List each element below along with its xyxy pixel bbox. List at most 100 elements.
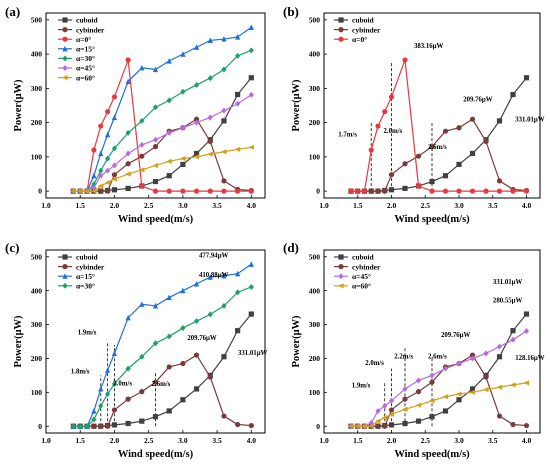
data-point	[111, 187, 118, 193]
series-cybinder	[348, 116, 530, 194]
data-point	[510, 188, 516, 194]
data-point	[248, 144, 254, 150]
x-tick-label: 2.0	[110, 201, 120, 210]
data-point	[193, 150, 200, 157]
series-α=60°	[348, 380, 530, 429]
data-point	[388, 94, 395, 100]
data-point	[152, 379, 159, 385]
data-point	[510, 328, 516, 334]
x-axis-label: Wind speed(m/s)	[394, 449, 470, 460]
x-tick-label: 4.0	[247, 436, 257, 445]
data-point	[469, 352, 476, 358]
data-point	[221, 188, 227, 194]
data-point	[483, 374, 489, 380]
data-point	[523, 311, 530, 317]
data-point	[207, 138, 213, 145]
data-point	[193, 81, 200, 88]
data-point	[221, 272, 227, 279]
data-point	[98, 188, 104, 194]
data-point	[388, 422, 395, 428]
data-point	[104, 423, 111, 429]
data-point	[180, 161, 186, 168]
x-axis-label: Wind speed(m/s)	[118, 214, 194, 225]
data-point	[510, 91, 516, 98]
chart-panel-3: (c) 1.0 1.5 2.0 2.5 3.0 3.5 4.0 0 100 200 300 400 500…	[5, 240, 268, 460]
data-point	[180, 287, 186, 294]
y-tick-label: 200	[31, 118, 43, 127]
data-point	[193, 44, 200, 50]
data-point	[104, 391, 111, 398]
data-point	[415, 389, 422, 395]
data-point	[235, 188, 241, 194]
data-point	[180, 188, 186, 194]
legend-swatch-marker	[338, 17, 344, 23]
data-point	[166, 158, 172, 164]
legend-entry: cuboid	[76, 253, 99, 262]
data-point	[166, 333, 172, 340]
x-tick-label: 4.0	[247, 201, 257, 210]
data-point	[91, 416, 97, 423]
annotation-label: 2.0m/s	[113, 381, 132, 388]
y-tick-label: 500	[31, 15, 43, 24]
data-point	[139, 418, 145, 424]
x-tick-label: 2.0	[387, 201, 397, 210]
y-tick-label: 100	[31, 152, 43, 161]
legend-entry: α=60°	[352, 282, 371, 291]
series-α=0°	[70, 57, 254, 194]
data-point	[368, 423, 374, 429]
data-point	[415, 418, 422, 424]
data-point	[193, 352, 200, 358]
data-point	[139, 141, 145, 148]
data-point	[429, 178, 435, 185]
data-point	[104, 367, 111, 373]
legend-entry: cybinder	[76, 262, 105, 271]
data-point	[104, 131, 111, 138]
data-point	[111, 94, 118, 100]
data-point	[429, 398, 435, 404]
data-point	[221, 66, 227, 73]
data-point	[235, 100, 241, 107]
x-tick-label: 2.5	[144, 201, 154, 210]
data-point	[496, 188, 503, 194]
data-point	[98, 402, 104, 409]
data-point	[139, 389, 145, 395]
y-tick-label: 200	[31, 354, 43, 363]
data-point	[139, 301, 145, 307]
data-point	[248, 311, 254, 317]
data-point	[193, 116, 200, 122]
data-point	[348, 188, 354, 194]
annotation-label: 331.01μW	[493, 279, 523, 286]
data-point	[152, 340, 159, 347]
data-point	[180, 124, 186, 131]
x-tick-label: 3.0	[178, 436, 188, 445]
annotation-label: 331.01μW	[515, 117, 545, 124]
data-point	[221, 118, 227, 124]
data-point	[104, 179, 111, 186]
annotation-label: 2.6m/s	[428, 353, 447, 360]
series-cuboid	[348, 311, 530, 429]
data-point	[510, 421, 516, 428]
data-point	[469, 150, 476, 157]
data-point	[84, 423, 90, 430]
data-point	[496, 118, 503, 124]
data-point	[354, 423, 361, 429]
x-tick-label: 2.5	[144, 436, 154, 445]
data-point	[235, 421, 241, 428]
data-point	[180, 397, 186, 403]
data-point	[469, 188, 476, 194]
data-point	[402, 420, 408, 427]
data-point	[388, 411, 395, 417]
data-point	[111, 422, 118, 428]
data-point	[84, 188, 90, 194]
data-point	[104, 155, 111, 162]
data-point	[402, 385, 408, 392]
y-tick-label: 500	[309, 252, 321, 261]
data-point	[248, 283, 254, 290]
data-point	[139, 183, 145, 189]
x-tick-label: 4.0	[522, 436, 532, 445]
annotation-label: 2.6m/s	[152, 381, 171, 388]
y-tick-label: 200	[309, 118, 321, 127]
legend-swatch-marker	[338, 254, 344, 260]
